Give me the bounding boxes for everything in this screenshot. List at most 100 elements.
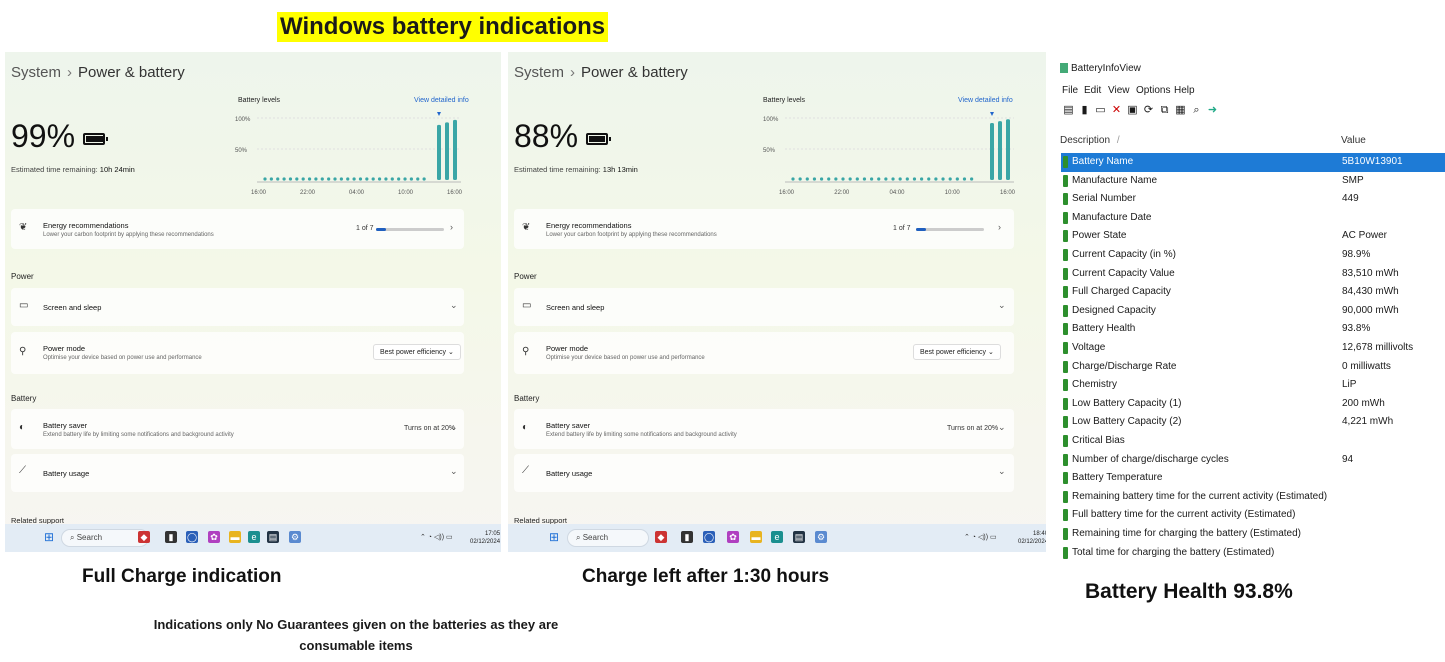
battery-green-icon (1063, 249, 1068, 261)
table-row[interactable]: Remaining battery time for the current a… (1061, 488, 1445, 507)
column-value[interactable]: Value (1341, 135, 1366, 146)
exit-icon[interactable]: ➜ (1207, 104, 1218, 116)
folder-icon[interactable]: ▬ (750, 531, 762, 543)
table-row[interactable]: Power State AC Power (1061, 227, 1445, 246)
battery-green-icon (1063, 472, 1068, 485)
menu-options[interactable]: Options (1136, 85, 1171, 96)
table-row[interactable]: Voltage 12,678 millivolts (1061, 339, 1445, 358)
store-icon[interactable]: ▤ (793, 531, 805, 543)
table-row[interactable]: Full Charged Capacity 84,430 mWh (1061, 283, 1445, 302)
table-row[interactable]: Designed Capacity 90,000 mWh (1061, 302, 1445, 321)
battery-level-dot (848, 177, 852, 181)
screen-and-sleep-card[interactable]: ▭ Screen and sleep ⌄ (514, 288, 1014, 326)
battery-level-dot (346, 177, 350, 181)
energy-progress (916, 228, 984, 231)
battery-saver-card[interactable]: ◐ Battery saver Extend battery life by l… (11, 409, 464, 449)
caption-charge-left: Charge left after 1:30 hours (582, 566, 830, 587)
edge-icon[interactable]: e (771, 531, 783, 543)
table-row[interactable]: Full battery time for the current activi… (1061, 506, 1445, 525)
chat-icon[interactable]: ◯ (186, 531, 198, 543)
table-row[interactable]: Battery Temperature (1061, 469, 1445, 488)
battery-icon[interactable]: ▮ (1081, 104, 1088, 116)
taskbar-app-icon[interactable]: ◆ (138, 531, 150, 543)
start-icon[interactable]: ⊞ (43, 530, 55, 544)
breadcrumb-system[interactable]: System (11, 64, 62, 81)
system-tray[interactable]: ⌃ ◔ ◁)) ▭ (964, 534, 997, 541)
edge-icon[interactable]: e (248, 531, 260, 543)
battery-saver-subtitle: Extend battery life by limiting some not… (546, 432, 737, 438)
delete-icon[interactable]: ✕ (1111, 104, 1122, 116)
table-row[interactable]: Number of charge/discharge cycles 94 (1061, 451, 1445, 470)
row-value: 93.8% (1342, 323, 1371, 335)
taskbar-search[interactable]: ⌕ Search (567, 529, 649, 547)
screen-and-sleep-card[interactable]: ▭ Screen and sleep ⌄ (11, 288, 464, 326)
breadcrumb-separator: › (570, 64, 576, 81)
table-row[interactable]: Battery Name 5B10W13901 (1061, 153, 1445, 172)
html-report-icon[interactable]: ▦ (1175, 104, 1186, 116)
battery-usage-card[interactable]: ⟋ Battery usage ⌄ (11, 454, 464, 492)
battery-level-dot (282, 177, 286, 181)
save-icon[interactable]: ▣ (1127, 104, 1138, 116)
column-description[interactable]: Description / (1060, 135, 1120, 146)
energy-progress (376, 228, 444, 231)
battery-saver-card[interactable]: ◐ Battery saver Extend battery life by l… (514, 409, 1014, 449)
log-icon[interactable]: ▭ (1095, 104, 1106, 116)
energy-recommendations-card[interactable]: ❦ Energy recommendations Lower your carb… (11, 209, 464, 249)
table-row[interactable]: Chemistry LiP (1061, 376, 1445, 395)
menu-view[interactable]: View (1108, 85, 1130, 96)
taskbar-clock[interactable]: 17:05 02/12/2024 (470, 531, 501, 545)
file-explorer-icon[interactable]: ▮ (165, 531, 177, 543)
table-row[interactable]: Charge/Discharge Rate 0 milliwatts (1061, 358, 1445, 377)
properties-icon[interactable]: ▤ (1063, 104, 1074, 116)
power-mode-dropdown[interactable]: Best power efficiency ⌄ (373, 344, 461, 360)
system-tray[interactable]: ⌃ ◔ ◁)) ▭ (420, 534, 453, 541)
taskbar-app-icon[interactable]: ◆ (655, 531, 667, 543)
x-tick-label: 04:00 (890, 190, 906, 196)
battery-level-dot (314, 177, 318, 181)
copy-icon[interactable]: ⧉ (1160, 104, 1169, 116)
table-row[interactable]: Low Battery Capacity (2) 4,221 mWh (1061, 413, 1445, 432)
taskbar-clock[interactable]: 18:4002/12/2024 (1018, 531, 1046, 545)
battery-level-dot (390, 177, 394, 181)
breadcrumb-system[interactable]: System (514, 64, 565, 81)
taskbar: ⊞ ⌕ Search ◆ ▮ ◯ ✿ ▬ e ▤ ⚙ ⌃ ◔ ◁)) ▭ 18:… (508, 524, 1046, 552)
chevron-down-icon: ⌄ (447, 349, 454, 356)
menu-file[interactable]: File (1062, 85, 1079, 96)
file-explorer-icon[interactable]: ▮ (681, 531, 693, 543)
energy-recommendations-card[interactable]: ❦ Energy recommendations Lower your carb… (514, 209, 1014, 249)
table-row[interactable]: Manufacture Date (1061, 209, 1445, 228)
store-icon[interactable]: ▤ (267, 531, 279, 543)
copilot-icon[interactable]: ✿ (727, 531, 739, 543)
energy-subtitle: Lower your carbon footprint by applying … (43, 232, 214, 238)
table-row[interactable]: Remaining time for charging the battery … (1061, 525, 1445, 544)
view-detailed-info-link[interactable]: View detailed info (958, 97, 1013, 104)
table-row[interactable]: Low Battery Capacity (1) 200 mWh (1061, 395, 1445, 414)
row-description: Number of charge/discharge cycles (1072, 453, 1229, 465)
table-row[interactable]: Total time for charging the battery (Est… (1061, 544, 1445, 563)
row-value: 5B10W13901 (1342, 156, 1403, 167)
settings-icon[interactable]: ⚙ (815, 531, 827, 543)
table-row[interactable]: Manufacture Name SMP (1061, 172, 1445, 191)
copilot-icon[interactable]: ✿ (208, 531, 220, 543)
menu-help[interactable]: Help (1174, 85, 1195, 96)
battery-usage-card[interactable]: ⟋ Battery usage ⌄ (514, 454, 1014, 492)
chat-icon[interactable]: ◯ (703, 531, 715, 543)
table-row[interactable]: Battery Health 93.8% (1061, 320, 1445, 339)
table-row[interactable]: Critical Bias (1061, 432, 1445, 451)
refresh-icon[interactable]: ⟳ (1143, 104, 1154, 116)
y-tick-label: 50% (763, 148, 776, 154)
find-icon[interactable]: ⌕ (1193, 104, 1200, 116)
table-row[interactable]: Serial Number 449 (1061, 190, 1445, 209)
battery-icon (586, 132, 612, 145)
table-row[interactable]: Current Capacity (in %) 98.9% (1061, 246, 1445, 265)
battery-level-dot (891, 177, 895, 181)
start-icon[interactable]: ⊞ (548, 530, 560, 544)
table-row[interactable]: Current Capacity Value 83,510 mWh (1061, 265, 1445, 284)
taskbar-search[interactable]: ⌕ Search (61, 529, 149, 547)
leaf-icon: ❦ (522, 222, 531, 233)
power-mode-dropdown[interactable]: Best power efficiency ⌄ (913, 344, 1001, 360)
menu-edit[interactable]: Edit (1084, 85, 1102, 96)
settings-icon[interactable]: ⚙ (289, 531, 301, 543)
view-detailed-info-link[interactable]: View detailed info (414, 97, 469, 104)
folder-icon[interactable]: ▬ (229, 531, 241, 543)
